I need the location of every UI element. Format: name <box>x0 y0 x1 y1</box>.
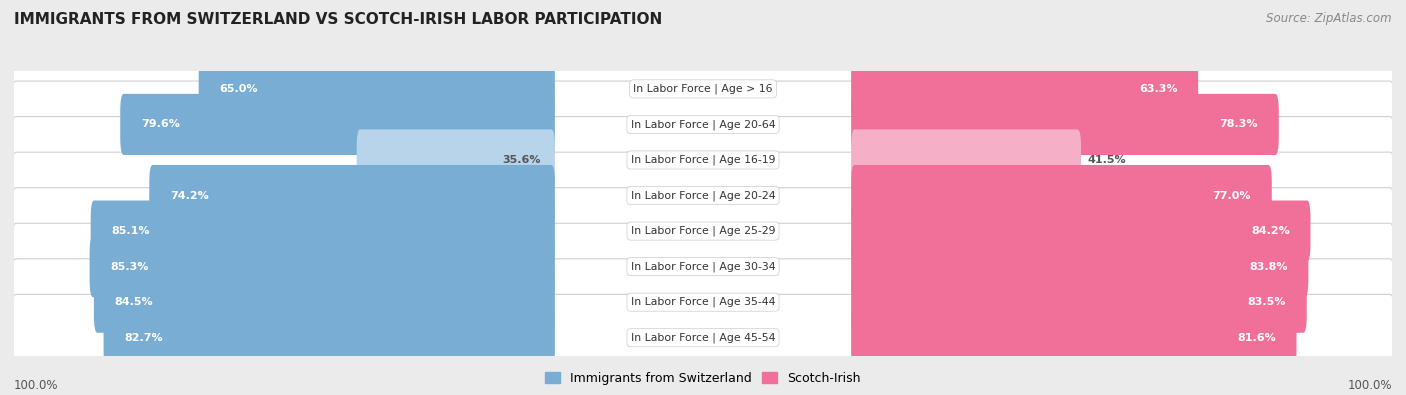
Text: In Labor Force | Age 35-44: In Labor Force | Age 35-44 <box>631 297 775 307</box>
FancyBboxPatch shape <box>90 201 555 261</box>
Text: 35.6%: 35.6% <box>502 155 541 165</box>
FancyBboxPatch shape <box>357 130 555 190</box>
Text: 85.1%: 85.1% <box>111 226 150 236</box>
Text: In Labor Force | Age > 16: In Labor Force | Age > 16 <box>633 84 773 94</box>
Text: 83.5%: 83.5% <box>1247 297 1286 307</box>
Text: 100.0%: 100.0% <box>14 379 59 392</box>
FancyBboxPatch shape <box>149 165 555 226</box>
FancyBboxPatch shape <box>94 272 555 333</box>
FancyBboxPatch shape <box>11 188 1395 275</box>
FancyBboxPatch shape <box>851 94 1279 155</box>
Text: 83.8%: 83.8% <box>1249 261 1288 272</box>
Text: 63.3%: 63.3% <box>1139 84 1177 94</box>
Text: 79.6%: 79.6% <box>141 119 180 130</box>
Text: 41.5%: 41.5% <box>1088 155 1126 165</box>
Text: In Labor Force | Age 45-54: In Labor Force | Age 45-54 <box>631 333 775 343</box>
Text: 84.2%: 84.2% <box>1251 226 1289 236</box>
FancyBboxPatch shape <box>11 152 1395 239</box>
FancyBboxPatch shape <box>851 307 1296 368</box>
Text: In Labor Force | Age 20-24: In Labor Force | Age 20-24 <box>631 190 775 201</box>
Text: 81.6%: 81.6% <box>1237 333 1275 343</box>
FancyBboxPatch shape <box>121 94 555 155</box>
FancyBboxPatch shape <box>11 223 1395 310</box>
Legend: Immigrants from Switzerland, Scotch-Irish: Immigrants from Switzerland, Scotch-Iris… <box>546 372 860 385</box>
FancyBboxPatch shape <box>11 117 1395 203</box>
Text: 65.0%: 65.0% <box>219 84 257 94</box>
FancyBboxPatch shape <box>851 130 1081 190</box>
FancyBboxPatch shape <box>11 259 1395 346</box>
FancyBboxPatch shape <box>11 294 1395 381</box>
Text: 77.0%: 77.0% <box>1212 190 1251 201</box>
FancyBboxPatch shape <box>851 201 1310 261</box>
Text: In Labor Force | Age 16-19: In Labor Force | Age 16-19 <box>631 155 775 165</box>
FancyBboxPatch shape <box>198 58 555 119</box>
FancyBboxPatch shape <box>104 307 555 368</box>
Text: 82.7%: 82.7% <box>124 333 163 343</box>
FancyBboxPatch shape <box>11 45 1395 132</box>
Text: 78.3%: 78.3% <box>1219 119 1258 130</box>
FancyBboxPatch shape <box>851 272 1306 333</box>
Text: 74.2%: 74.2% <box>170 190 208 201</box>
Text: 84.5%: 84.5% <box>114 297 153 307</box>
Text: Source: ZipAtlas.com: Source: ZipAtlas.com <box>1267 12 1392 25</box>
Text: 85.3%: 85.3% <box>110 261 149 272</box>
Text: In Labor Force | Age 20-64: In Labor Force | Age 20-64 <box>631 119 775 130</box>
FancyBboxPatch shape <box>11 81 1395 168</box>
FancyBboxPatch shape <box>851 236 1309 297</box>
Text: In Labor Force | Age 25-29: In Labor Force | Age 25-29 <box>631 226 775 236</box>
Text: 100.0%: 100.0% <box>1347 379 1392 392</box>
FancyBboxPatch shape <box>851 58 1198 119</box>
Text: In Labor Force | Age 30-34: In Labor Force | Age 30-34 <box>631 261 775 272</box>
Text: IMMIGRANTS FROM SWITZERLAND VS SCOTCH-IRISH LABOR PARTICIPATION: IMMIGRANTS FROM SWITZERLAND VS SCOTCH-IR… <box>14 12 662 27</box>
FancyBboxPatch shape <box>851 165 1272 226</box>
FancyBboxPatch shape <box>90 236 555 297</box>
